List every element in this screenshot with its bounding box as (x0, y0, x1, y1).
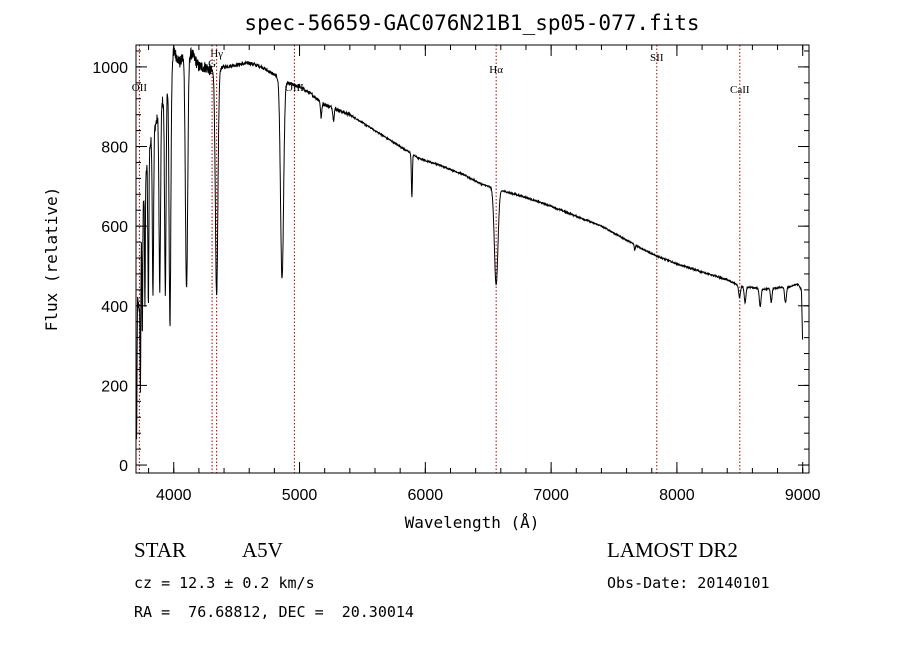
x-tick-label: 6000 (408, 487, 444, 504)
y-tick-label: 600 (101, 219, 128, 236)
y-tick-label: 1000 (92, 60, 128, 77)
marker-label: G (208, 58, 216, 70)
marker-label: SII (650, 52, 664, 64)
marker-label: Hα (489, 64, 503, 76)
x-tick-label: 7000 (533, 487, 569, 504)
y-axis-label: Flux (relative) (42, 187, 61, 332)
spectrum-line (136, 46, 804, 440)
marker-label: Hγ (210, 48, 223, 60)
y-tick-label: 800 (101, 140, 128, 157)
x-tick-label: 4000 (156, 487, 192, 504)
object-type: STAR (134, 538, 186, 562)
x-tick-label: 9000 (785, 487, 821, 504)
x-axis-label: Wavelength (Å) (405, 513, 540, 532)
obs-date: Obs-Date: 20140101 (607, 574, 770, 592)
plot-frame (135, 44, 810, 474)
y-tick-label: 400 (101, 299, 128, 316)
ra-dec: RA = 76.68812, DEC = 20.30014 (134, 603, 414, 621)
chart-title: spec-56659-GAC076N21B1_sp05-077.fits (244, 11, 699, 35)
x-tick-label: 8000 (659, 487, 695, 504)
survey-name: LAMOST DR2 (607, 538, 738, 562)
marker-label: CaII (730, 84, 750, 96)
y-tick-label: 0 (119, 458, 128, 475)
x-axis: 4000 5000 6000 7000 8000 9000 (148, 45, 821, 504)
y-axis: 0 200 400 600 800 1000 (92, 50, 809, 475)
x-tick-label: 5000 (282, 487, 318, 504)
marker-label: OII (132, 82, 148, 94)
redshift-cz: cz = 12.3 ± 0.2 km/s (134, 574, 315, 592)
y-tick-label: 200 (101, 378, 128, 395)
spectral-subclass: A5V (242, 538, 283, 562)
